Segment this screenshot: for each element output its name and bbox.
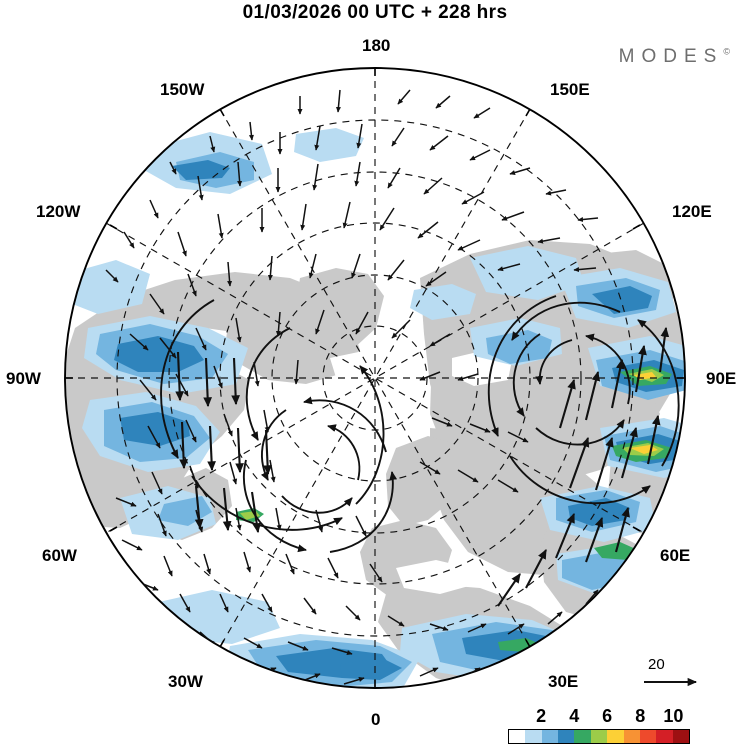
polar-map-canvas: [64, 67, 686, 689]
map-ticks: [65, 68, 685, 688]
colorbar: [508, 729, 690, 744]
lon-label-120W: 120W: [36, 202, 81, 221]
colorbar-tick-8: 8: [635, 706, 646, 726]
lon-label-60W: 60W: [42, 546, 77, 565]
graticule: [65, 68, 685, 688]
colorbar-swatch-8: [639, 730, 657, 743]
lon-label-90E: 90E: [706, 369, 737, 388]
colorbar-swatch-5: [590, 730, 608, 743]
lon-label-180: 180: [362, 36, 391, 55]
lon-label-30W: 30W: [168, 672, 203, 691]
lon-label-120E: 120E: [672, 202, 712, 221]
lon-label-90W: 90W: [6, 369, 41, 388]
colorbar-swatch-10: [672, 730, 689, 743]
vector-legend-value: 20: [648, 656, 665, 673]
colorbar-tick-6: 6: [602, 706, 613, 726]
registered-icon: ©: [723, 46, 730, 57]
polar-map: [0, 28, 750, 718]
colorbar-swatch-4: [574, 730, 591, 743]
colorbar-swatch-9: [656, 730, 673, 743]
colorbar-swatch-7: [623, 730, 640, 743]
wind-vectors-strong: [175, 326, 670, 607]
logo-text: MODES: [618, 46, 724, 67]
colorbar-labels: 2 4 6 8 10: [508, 706, 690, 728]
lon-label-0: 0: [371, 710, 381, 729]
vector-legend-arrow: [644, 677, 698, 687]
modes-logo: MODES©: [619, 46, 730, 68]
lon-label-60E: 60E: [660, 546, 691, 565]
colorbar-tick-4: 4: [569, 706, 580, 726]
colorbar-swatch-6: [607, 730, 624, 743]
colorbar-swatch-0: [509, 730, 526, 743]
lon-label-150W: 150W: [160, 80, 205, 99]
lon-label-150E: 150E: [550, 80, 590, 99]
colorbar-tick-2: 2: [536, 706, 547, 726]
colorbar-tick-10: 10: [663, 706, 684, 726]
page-title: 01/03/2026 00 UTC + 228 hrs: [242, 2, 508, 23]
colorbar-swatch-1: [525, 730, 542, 743]
colorbar-swatch-2: [541, 730, 559, 743]
colorbar-swatch-3: [558, 730, 575, 743]
lon-label-30E: 30E: [548, 672, 579, 691]
wind-vectors: [105, 89, 631, 685]
